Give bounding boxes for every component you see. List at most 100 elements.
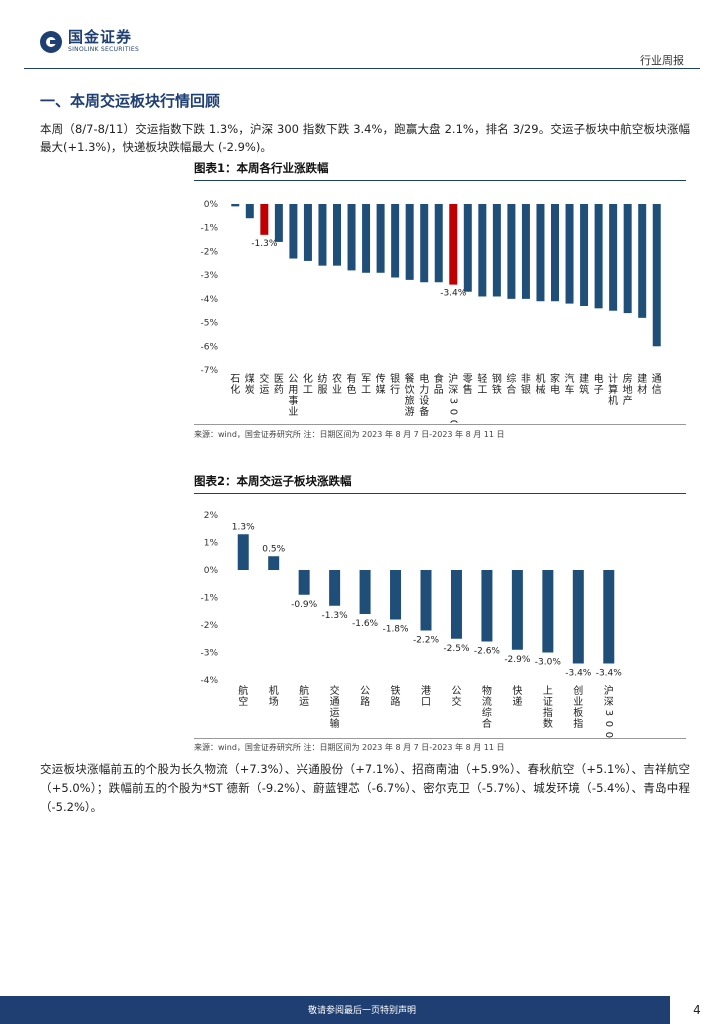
bar [594,204,603,309]
bar [551,204,559,302]
x-tick-label: 旅 [405,394,415,407]
y-tick-label: -3% [200,271,218,281]
x-tick-label: 工 [477,385,487,396]
data-label: -2.5% [443,644,470,654]
x-tick-label: 交 [451,695,461,708]
y-tick-label: 2% [204,511,219,521]
x-tick-label: 航 [238,684,248,697]
logo-en-text: SINOLINK SECURITIES [68,46,140,53]
x-tick-label: 纺 [317,372,327,385]
x-tick-label: 行 [390,383,400,396]
x-tick-label: 快 [512,685,522,697]
x-tick-label: 械 [535,383,545,396]
y-tick-label: -3% [200,649,218,659]
stock-performance-paragraph: 交运板块涨幅前五的个股为长久物流（+7.3%）、兴通股份（+7.1%）、招商南油… [40,762,690,814]
x-tick-label: 上 [543,685,553,697]
x-tick-label: 化 [303,372,313,385]
bar [450,570,462,639]
data-label: -1.3% [322,611,349,621]
x-tick-label: 药 [274,384,284,396]
figure1-top-rule [194,180,686,181]
x-tick-label: 设 [419,395,429,407]
x-tick-label: 军 [361,373,371,385]
x-tick-label: 用 [288,385,298,396]
x-tick-label: 地 [623,383,633,396]
x-tick-label: 食 [434,372,444,385]
industry-change-chart: 0%-1%-2%-3%-4%-5%-6%-7%石化煤炭-1.3%交运医药公用事业… [200,200,662,423]
x-tick-label: 合 [506,383,516,396]
x-tick-label: 电 [550,383,560,396]
x-tick-label: 业 [332,384,342,396]
bar [391,204,400,278]
x-tick-label: 铁 [492,383,502,396]
x-tick-label: 银 [521,383,531,396]
bar [329,570,341,606]
x-tick-label: 通 [652,373,662,385]
x-tick-label: 房 [623,372,633,385]
x-tick-label: 医 [274,373,284,385]
y-tick-label: -4% [200,676,218,686]
intro-paragraph: 本周（8/7-8/11）交运指数下跌 1.3%，沪深 300 指数下跌 3.4%… [40,122,690,154]
x-tick-label: 指 [573,717,583,730]
x-tick-label: 零 [463,373,473,385]
x-tick-label: 媒 [376,384,386,396]
x-tick-label: 3 [447,398,458,404]
x-tick-label: 公 [288,374,298,385]
bar [405,204,414,280]
bar [303,204,312,261]
x-tick-label: 服 [317,384,327,396]
data-label: 0.5% [262,544,285,554]
bar [652,204,661,347]
x-tick-label: 农 [332,372,342,385]
x-tick-label: 证 [543,696,553,708]
x-tick-label: 子 [594,384,604,396]
data-label: -3.4% [596,669,623,679]
y-tick-label: 0% [204,566,219,576]
x-tick-label: 指 [543,706,553,719]
x-tick-label: 0 [447,420,458,423]
bar [478,204,487,297]
y-tick-label: 0% [204,200,219,210]
bar [580,204,589,306]
y-tick-label: -1% [200,594,218,604]
page-number: 4 [670,996,724,1024]
x-tick-label: 材 [637,383,647,396]
bar [492,204,501,297]
x-tick-label: 建 [637,372,647,385]
x-tick-label: 备 [419,405,429,418]
transport-sub-sector-chart: 2% 1% 0% -1% -2% -3% -4% 1.3% 航空 0.5% 机场 -0.9% 航运 -1.… [200,511,623,738]
bar [609,204,618,311]
x-tick-label: 业 [573,696,583,708]
figure2-top-rule [194,493,686,494]
x-tick-label: 运 [330,707,340,719]
bar [245,204,254,219]
figure1-title: 图表1：本周各行业涨跌幅 [194,161,329,175]
x-tick-label: 交 [259,372,269,385]
y-tick-label: 1% [204,539,219,549]
x-tick-label: 非 [521,373,531,385]
x-tick-label: 0 [603,732,614,738]
x-tick-label: 创 [573,684,583,697]
x-tick-label: 传 [376,373,386,385]
x-tick-label: 深 [604,696,614,708]
bar [603,570,615,664]
bar [565,204,574,304]
x-tick-label: 数 [543,717,553,730]
figure2-title: 图表2：本周交运子板块涨跌幅 [194,474,352,488]
bar [434,204,443,283]
bar [260,204,269,235]
x-tick-label: 家 [550,372,560,385]
bar [333,204,341,266]
x-tick-label: 力 [419,383,429,396]
bar [362,204,371,273]
bar [511,570,523,650]
bar [521,204,530,299]
x-tick-label: 合 [482,717,492,730]
x-tick-label: 售 [463,383,473,396]
x-tick-label: 建 [579,372,589,385]
x-tick-label: 钢 [492,372,502,385]
x-tick-label: 色 [347,383,357,396]
x-tick-label: 公 [451,686,461,697]
x-tick-label: 计 [608,372,618,385]
x-tick-label: 事 [288,394,298,407]
